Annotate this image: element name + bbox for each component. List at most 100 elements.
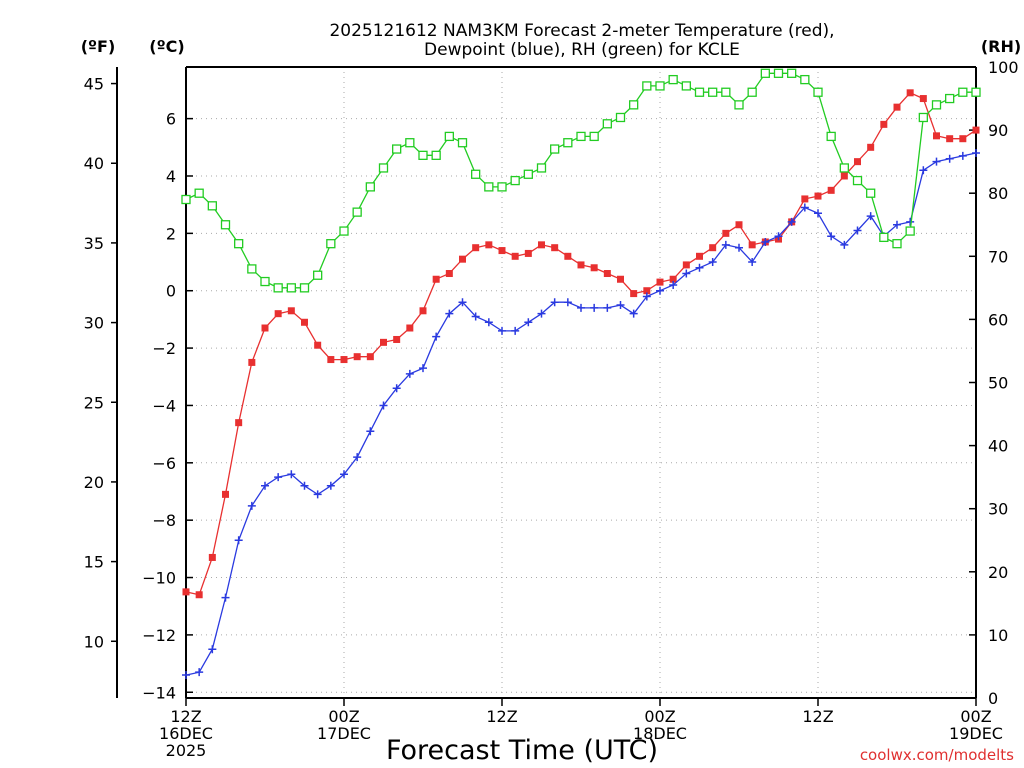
temperature-point <box>893 103 901 111</box>
credit-label: coolwx.com/modelts <box>860 746 1014 764</box>
temperature-point <box>709 244 717 252</box>
temperature-point <box>380 338 387 346</box>
time-tick-label: 00Z <box>960 707 991 726</box>
rh-point <box>339 226 349 236</box>
rh-point <box>760 68 770 78</box>
rh-point <box>971 87 981 97</box>
temperature-point <box>933 132 940 140</box>
dewpoint-point <box>906 217 915 226</box>
temperature-point <box>432 275 440 283</box>
rh-point <box>194 188 204 198</box>
rh-point <box>694 87 705 97</box>
temperature-point <box>419 307 427 315</box>
axes: −14−12−10−8−6−4−202461015202530354045010… <box>84 58 1019 760</box>
rh-point <box>286 283 296 293</box>
rh-point <box>747 87 757 97</box>
temperature-point <box>946 135 954 143</box>
temperature-point <box>498 247 506 255</box>
rh-point <box>918 112 928 123</box>
dewpoint-point <box>761 237 770 246</box>
temperature-point <box>222 490 229 498</box>
series-temperature <box>182 89 980 599</box>
celsius-tick-label: −8 <box>152 511 176 530</box>
celsius-tick-label: 0 <box>166 282 176 301</box>
rh-tick-label: 90 <box>988 121 1008 140</box>
temperature-point <box>287 307 295 315</box>
rh-point <box>352 207 362 217</box>
dewpoint-point <box>471 312 480 321</box>
temperature-point <box>445 270 453 278</box>
rh-point <box>800 74 810 85</box>
rh-tick-label: 50 <box>988 374 1008 393</box>
dewpoint-point <box>814 209 822 218</box>
dewpoint-point <box>419 364 427 373</box>
rh-point <box>563 138 573 148</box>
temperature-point <box>840 172 848 180</box>
dewpoint-point <box>234 536 243 545</box>
dewpoint-point <box>445 309 454 318</box>
dewpoint-point <box>458 298 467 307</box>
dewpoint-point <box>340 470 348 479</box>
dewpoint-point <box>577 303 585 312</box>
celsius-tick-label: 6 <box>166 110 176 129</box>
rh-point <box>431 150 441 160</box>
time-tick-label: 2025 <box>166 741 207 760</box>
fahrenheit-tick-label: 40 <box>84 154 104 173</box>
celsius-tick-label: −12 <box>142 626 176 645</box>
dewpoint-point <box>511 326 520 335</box>
dewpoint-point <box>642 292 651 301</box>
temperature-point <box>314 341 322 349</box>
rh-point <box>273 283 283 293</box>
rh-tick-label: 80 <box>988 184 1008 203</box>
fahrenheit-tick-label: 45 <box>84 75 104 94</box>
rh-point <box>589 131 599 142</box>
rh-point <box>773 68 784 78</box>
temperature-point <box>682 261 690 269</box>
celsius-tick-label: 2 <box>166 224 176 243</box>
celsius-tick-label: −6 <box>152 454 176 473</box>
fahrenheit-tick-label: 35 <box>84 234 104 253</box>
dewpoint-point <box>563 298 572 307</box>
rh-point <box>615 112 626 123</box>
dewpoint-point <box>853 226 862 235</box>
dewpoint-point <box>313 490 322 499</box>
rh-point <box>484 182 494 192</box>
dewpoint-point <box>721 240 730 249</box>
rh-point <box>879 232 889 243</box>
temperature-point <box>972 126 980 134</box>
rh-point <box>299 283 310 293</box>
temperature-point <box>366 353 374 361</box>
temperature-point <box>301 318 308 326</box>
rh-point <box>839 163 849 173</box>
fahrenheit-tick-label: 25 <box>84 393 104 412</box>
rh-point <box>681 81 691 91</box>
dewpoint-point <box>695 263 704 272</box>
fahrenheit-tick-label: 10 <box>84 632 104 651</box>
dewpoint-point <box>379 401 388 410</box>
chart-title-line-2: Dewpoint (blue), RH (green) for KCLE <box>424 40 740 60</box>
dewpoint-point <box>919 166 928 175</box>
dewpoint-point <box>708 258 717 267</box>
temperature-point <box>327 356 335 364</box>
dewpoint-point <box>603 303 612 312</box>
dewpoint-point <box>827 232 836 241</box>
dewpoint-point <box>550 298 559 307</box>
rh-point <box>826 131 836 142</box>
dewpoint-point <box>682 269 691 278</box>
dewpoint-point <box>800 203 809 212</box>
dewpoint-point <box>735 243 743 252</box>
temperature-point <box>630 290 638 298</box>
rh-point <box>813 87 823 97</box>
dewpoint-point <box>405 369 414 378</box>
rh-point <box>326 239 336 249</box>
rh-tick-label: 20 <box>988 563 1008 582</box>
dewpoint-point <box>932 157 941 166</box>
temperature-point <box>880 120 888 128</box>
dewpoint-point <box>537 309 546 318</box>
temperature-point <box>735 221 743 229</box>
dewpoint-point <box>669 280 678 289</box>
rh-point <box>642 81 652 91</box>
time-tick-label: 16DEC <box>159 724 213 743</box>
dewpoint-point <box>787 217 796 226</box>
rh-tick-label: 40 <box>988 437 1008 456</box>
